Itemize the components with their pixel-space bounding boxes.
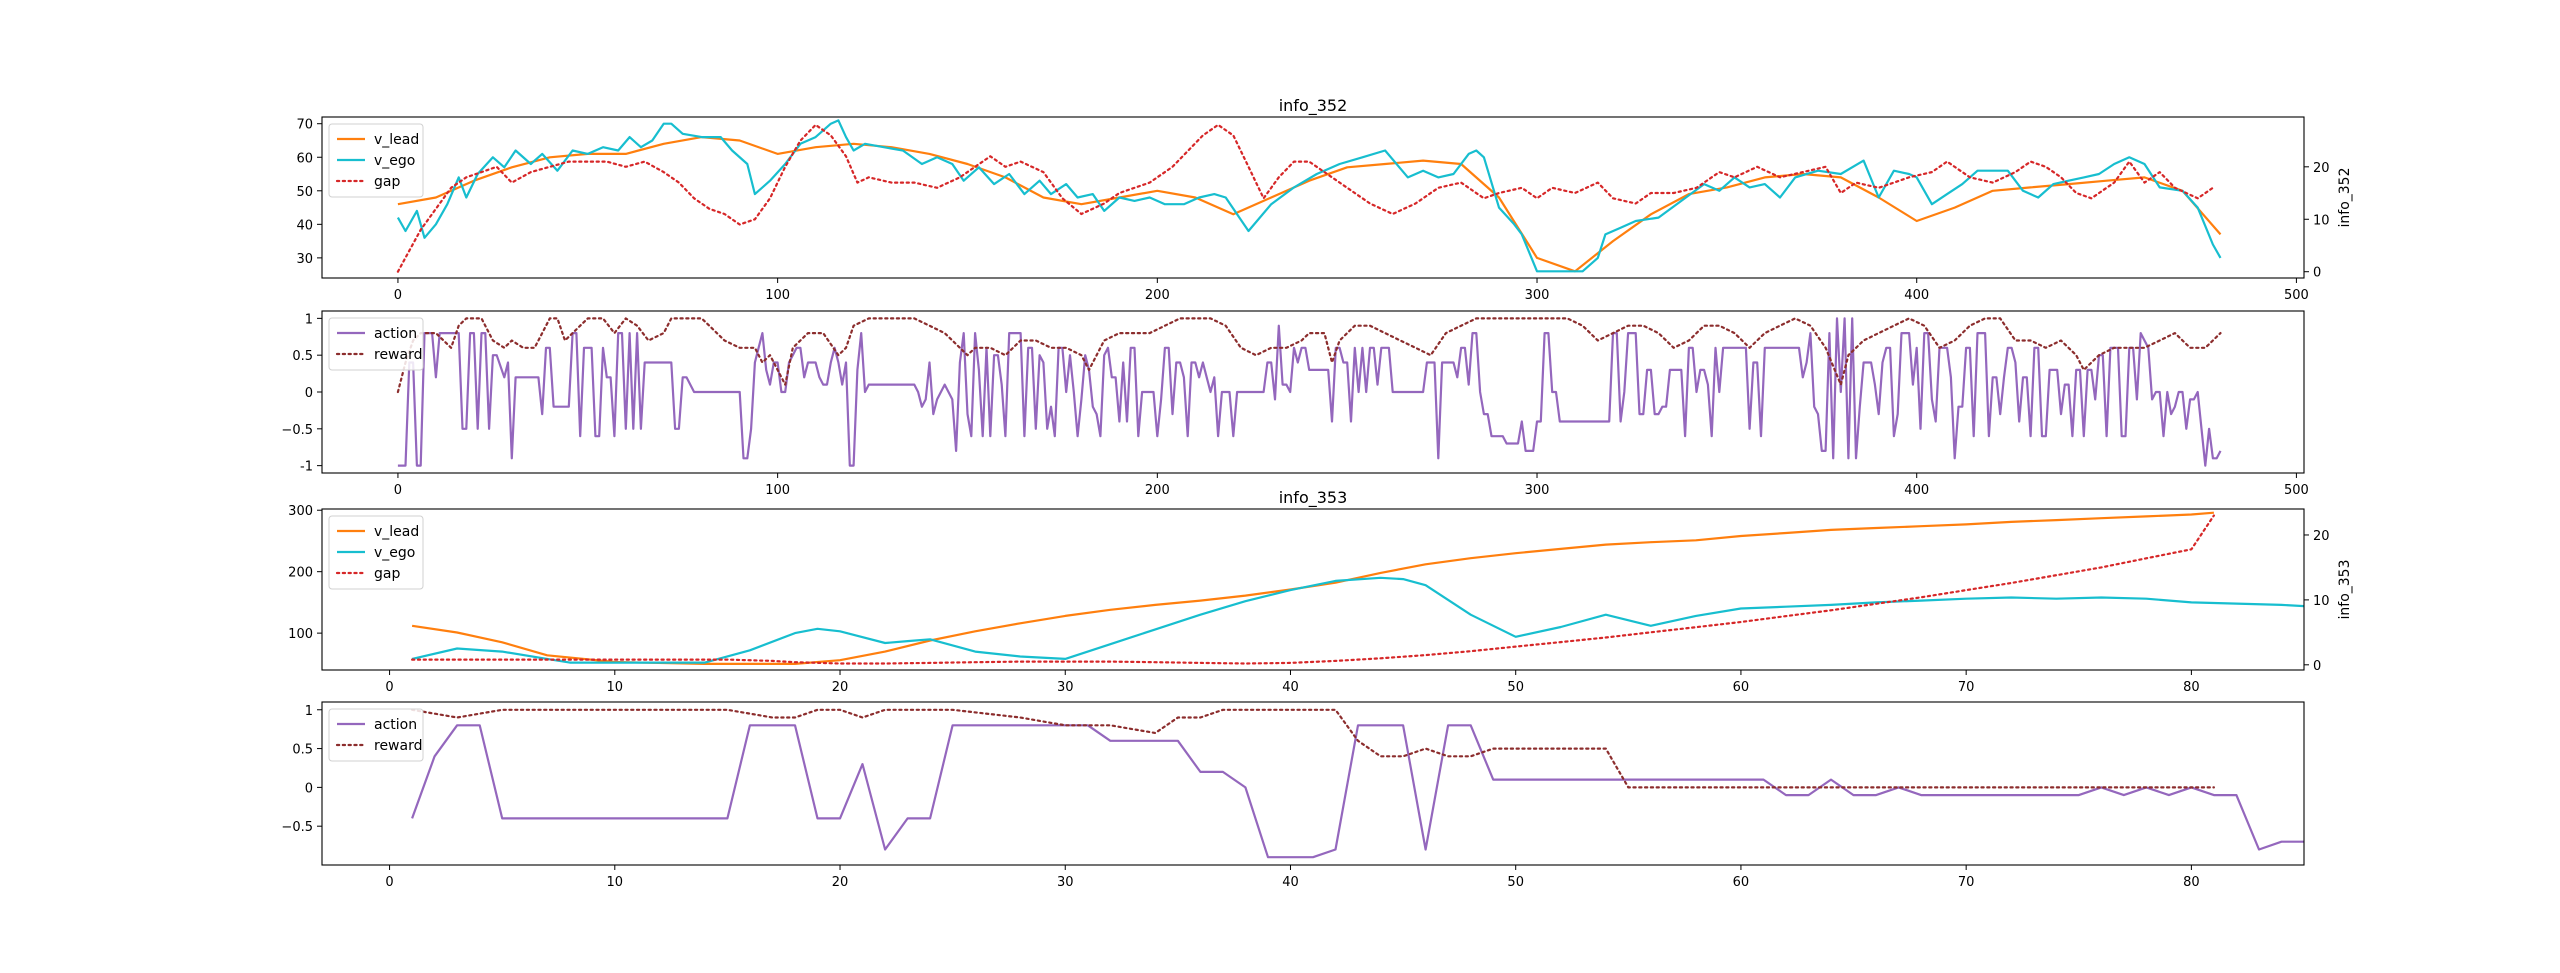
legend-box: [328, 708, 424, 762]
panel-action-reward-353: 0 10 20 30 40 50 60 70 80 −0.5 0 0.5 1 action reward: [281, 701, 2305, 890]
panel-info-352: info_352 0 100 200 300 400 500 30 40 50 60 70 0 10 20 i…: [296, 96, 2353, 303]
x-tick-label: 400: [1904, 483, 1929, 498]
series-line-reward: [411, 708, 2215, 789]
x-tick-label: 60: [1733, 875, 1750, 890]
y-tick-label: 300: [288, 504, 313, 519]
y2-tick-label: 10: [2313, 213, 2330, 228]
axes-frame: [321, 701, 2305, 866]
legend-label-reward: reward: [374, 738, 423, 754]
legend-label-reward: reward: [374, 347, 423, 363]
x-tick-label: 60: [1733, 680, 1750, 695]
y2-tick-label: 20: [2313, 161, 2330, 176]
y-tick-label: -1: [300, 460, 313, 475]
series-line-v_lead: [397, 136, 2222, 273]
x-tick-label: 20: [832, 875, 849, 890]
series-line-action: [411, 724, 2304, 859]
legend-label-gap: gap: [374, 174, 400, 190]
legend: action reward: [328, 317, 424, 371]
series-line-gap: [396, 123, 2214, 273]
legend-box: [328, 123, 424, 198]
y-tick-label: 50: [296, 185, 313, 200]
y-tick-label: 100: [288, 627, 313, 642]
y-tick-label: 30: [296, 252, 313, 267]
axes-frame: [321, 310, 2305, 474]
chart-title: info_353: [1279, 488, 1348, 508]
y2-axis-label: info_353: [2337, 560, 2353, 620]
legend-label-action: action: [374, 326, 417, 342]
x-tick-label: 40: [1282, 875, 1299, 890]
y-tick-label: 0: [305, 386, 313, 401]
x-tick-label: 500: [2284, 288, 2309, 303]
y-tick-label: 70: [296, 118, 313, 133]
y-tick-label: −0.5: [281, 820, 313, 835]
x-tick-label: 10: [607, 875, 624, 890]
legend-label-v_ego: v_ego: [374, 153, 415, 169]
axes-frame: [321, 116, 2305, 279]
x-tick-label: 500: [2284, 483, 2309, 498]
panel-info-353: info_353 0 10 20 30 40 50 60 70 80 100 200 300 0 10 20 i…: [288, 488, 2353, 695]
y2-tick-label: 0: [2313, 659, 2321, 674]
x-tick-label: 0: [385, 680, 393, 695]
x-tick-label: 30: [1057, 680, 1074, 695]
legend-box: [328, 515, 424, 590]
x-tick-label: 70: [1958, 680, 1975, 695]
x-tick-label: 0: [394, 288, 402, 303]
series-line-v_lead: [411, 511, 2214, 665]
axes-frame: [321, 508, 2305, 671]
legend-label-v_lead: v_lead: [374, 132, 419, 148]
y-tick-label: 200: [288, 566, 313, 581]
x-tick-label: 80: [2183, 875, 2200, 890]
x-tick-label: 70: [1958, 875, 1975, 890]
y-tick-label: 0: [305, 781, 313, 796]
legend: action reward: [328, 708, 424, 762]
y-tick-label: 60: [296, 151, 313, 166]
x-tick-label: 50: [1507, 680, 1524, 695]
y2-axis-label: info_352: [2337, 168, 2353, 228]
x-tick-label: 80: [2183, 680, 2200, 695]
x-tick-label: 30: [1057, 875, 1074, 890]
series-line-v_ego: [411, 576, 2304, 664]
x-tick-label: 200: [1145, 288, 1170, 303]
panel-action-reward-352: 0 100 200 300 400 500 -1 −0.5 0 0.5 1 action reward: [281, 310, 2309, 498]
x-tick-label: 400: [1904, 288, 1929, 303]
x-tick-label: 100: [765, 483, 790, 498]
x-tick-label: 100: [765, 288, 790, 303]
legend-label-v_lead: v_lead: [374, 524, 419, 540]
y2-tick-label: 10: [2313, 594, 2330, 609]
y-tick-label: 40: [296, 218, 313, 233]
x-tick-label: 50: [1507, 875, 1524, 890]
y-tick-label: −0.5: [281, 423, 313, 438]
y-tick-label: 1: [305, 312, 313, 327]
x-tick-label: 10: [607, 680, 624, 695]
x-tick-label: 300: [1525, 288, 1550, 303]
chart-title: info_352: [1279, 96, 1348, 116]
series-line-action: [397, 317, 2222, 467]
x-tick-label: 0: [385, 875, 393, 890]
legend-label-gap: gap: [374, 566, 400, 582]
x-tick-label: 300: [1525, 483, 1550, 498]
y-tick-label: 1: [305, 704, 313, 719]
x-tick-label: 0: [394, 483, 402, 498]
x-tick-label: 20: [832, 680, 849, 695]
x-tick-label: 40: [1282, 680, 1299, 695]
legend-label-action: action: [374, 717, 417, 733]
y-tick-label: 0.5: [292, 349, 313, 364]
y2-tick-label: 0: [2313, 266, 2321, 281]
y-tick-label: 0.5: [292, 743, 313, 758]
y2-tick-label: 20: [2313, 529, 2330, 544]
legend-box: [328, 317, 424, 371]
legend-label-v_ego: v_ego: [374, 545, 415, 561]
series-line-gap: [411, 514, 2215, 665]
series-line-reward: [396, 317, 2222, 394]
x-tick-label: 200: [1145, 483, 1170, 498]
